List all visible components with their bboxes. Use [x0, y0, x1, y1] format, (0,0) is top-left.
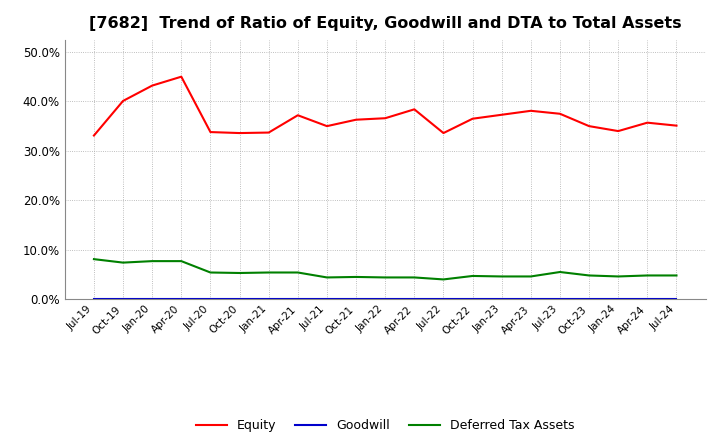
Legend: Equity, Goodwill, Deferred Tax Assets: Equity, Goodwill, Deferred Tax Assets	[191, 414, 580, 437]
Equity	[410, 106, 418, 112]
Goodwill	[526, 297, 535, 302]
Equity	[526, 108, 535, 114]
Deferred Tax Assets	[235, 270, 244, 275]
Deferred Tax Assets	[410, 275, 418, 280]
Deferred Tax Assets	[323, 275, 331, 280]
Deferred Tax Assets	[556, 269, 564, 275]
Equity	[556, 111, 564, 117]
Deferred Tax Assets	[177, 258, 186, 264]
Equity	[264, 130, 273, 135]
Title: [7682]  Trend of Ratio of Equity, Goodwill and DTA to Total Assets: [7682] Trend of Ratio of Equity, Goodwil…	[89, 16, 682, 32]
Goodwill	[643, 297, 652, 302]
Deferred Tax Assets	[498, 274, 506, 279]
Equity	[148, 83, 156, 88]
Goodwill	[294, 297, 302, 302]
Equity	[672, 123, 681, 128]
Deferred Tax Assets	[643, 273, 652, 278]
Equity	[468, 116, 477, 121]
Deferred Tax Assets	[89, 257, 98, 262]
Equity	[323, 124, 331, 129]
Equity	[439, 130, 448, 136]
Deferred Tax Assets	[206, 270, 215, 275]
Deferred Tax Assets	[119, 260, 127, 265]
Line: Deferred Tax Assets: Deferred Tax Assets	[94, 259, 677, 279]
Goodwill	[119, 297, 127, 302]
Deferred Tax Assets	[468, 273, 477, 279]
Goodwill	[323, 297, 331, 302]
Goodwill	[148, 297, 156, 302]
Goodwill	[672, 297, 681, 302]
Goodwill	[556, 297, 564, 302]
Deferred Tax Assets	[264, 270, 273, 275]
Goodwill	[177, 297, 186, 302]
Goodwill	[468, 297, 477, 302]
Goodwill	[439, 297, 448, 302]
Equity	[585, 124, 593, 129]
Goodwill	[352, 297, 361, 302]
Deferred Tax Assets	[294, 270, 302, 275]
Deferred Tax Assets	[148, 258, 156, 264]
Deferred Tax Assets	[614, 274, 623, 279]
Equity	[498, 112, 506, 117]
Equity	[89, 133, 98, 138]
Goodwill	[585, 297, 593, 302]
Equity	[177, 74, 186, 79]
Goodwill	[264, 297, 273, 302]
Goodwill	[498, 297, 506, 302]
Equity	[294, 113, 302, 118]
Goodwill	[614, 297, 623, 302]
Goodwill	[410, 297, 418, 302]
Goodwill	[381, 297, 390, 302]
Deferred Tax Assets	[352, 274, 361, 279]
Deferred Tax Assets	[381, 275, 390, 280]
Equity	[206, 129, 215, 135]
Deferred Tax Assets	[526, 274, 535, 279]
Equity	[119, 98, 127, 103]
Equity	[352, 117, 361, 122]
Equity	[381, 116, 390, 121]
Deferred Tax Assets	[585, 273, 593, 278]
Equity	[643, 120, 652, 125]
Goodwill	[235, 297, 244, 302]
Deferred Tax Assets	[672, 273, 681, 278]
Goodwill	[89, 297, 98, 302]
Line: Equity: Equity	[94, 77, 677, 136]
Equity	[235, 130, 244, 136]
Goodwill	[206, 297, 215, 302]
Equity	[614, 128, 623, 134]
Deferred Tax Assets	[439, 277, 448, 282]
